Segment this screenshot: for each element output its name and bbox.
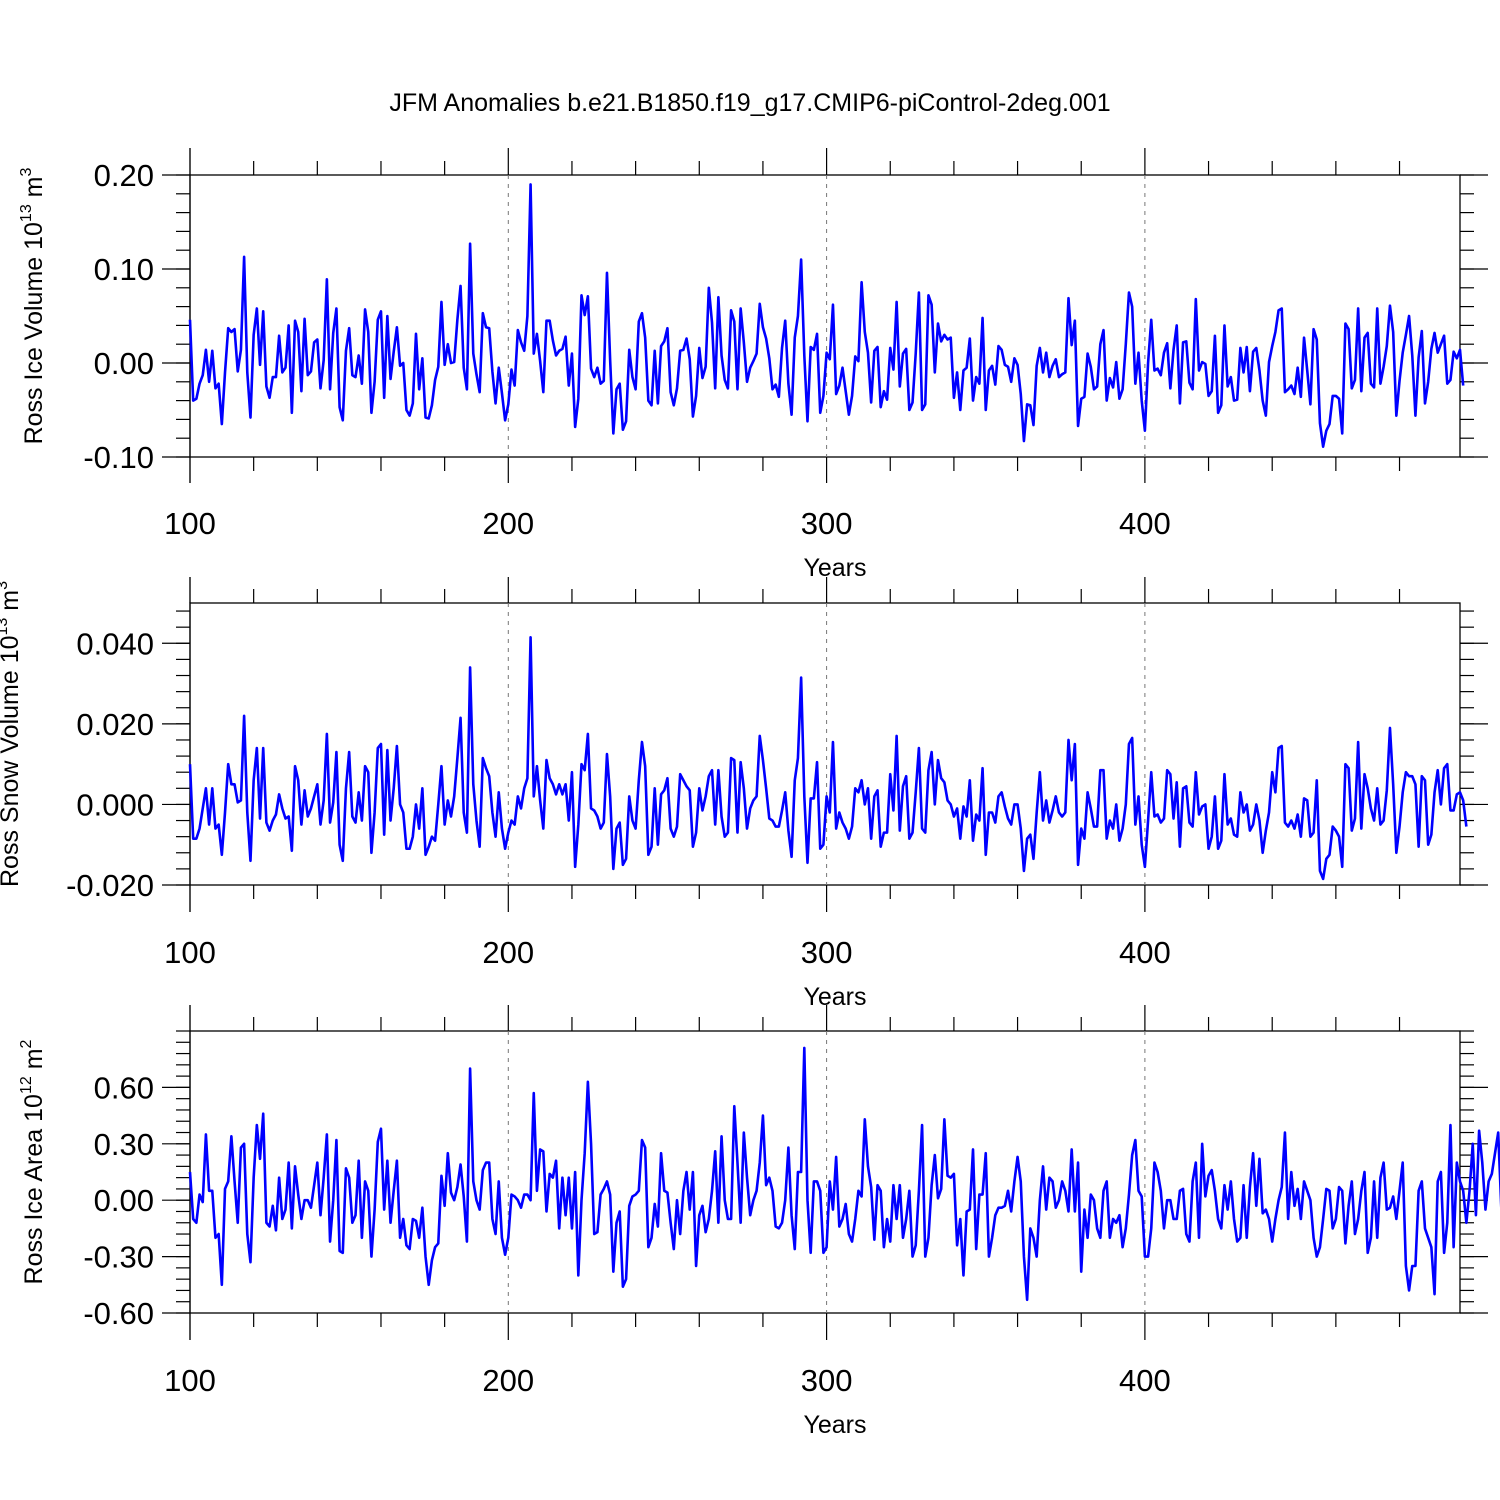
y-axis-title-main: Ross Snow Volume 10 xyxy=(0,635,24,887)
y-axis-title-exponent: 13 xyxy=(0,618,11,636)
plot-frame xyxy=(189,602,1461,886)
panel-1: 100 200 300 400 -0.10 0.00 0.10 0.20 Years Ross I… xyxy=(18,148,1488,582)
x-tick-label: 100 xyxy=(164,1363,216,1398)
y-axis-title-unit-exponent: 3 xyxy=(0,581,11,590)
y-axis-title: Ross Snow Volume 1013 m3 xyxy=(0,581,24,887)
y-axis-title: Ross Ice Area 1012 m2 xyxy=(18,1039,48,1284)
y-tick-label: 0.020 xyxy=(76,707,154,742)
series-line xyxy=(188,183,1465,448)
y-tick-label: 0.000 xyxy=(76,787,154,822)
y-tick-label: 0.00 xyxy=(94,1183,154,1218)
x-tick-label: 200 xyxy=(482,1363,534,1398)
x-tick-label: 200 xyxy=(482,506,534,541)
x-axis-title: Years xyxy=(803,554,866,582)
panels: 100 200 300 400 -0.10 0.00 0.10 0.20 Years Ross I… xyxy=(0,148,1500,1439)
y-tick-label: 0.00 xyxy=(94,346,154,381)
x-tick-label: 200 xyxy=(482,935,534,970)
y-axis-title-exponent: 12 xyxy=(18,1076,35,1094)
x-tick-label: 300 xyxy=(801,1363,853,1398)
y-axis-title: Ross Ice Volume 1013 m3 xyxy=(18,167,48,444)
y-tick-label: 0.60 xyxy=(94,1070,154,1105)
x-axis-title: Years xyxy=(803,1411,866,1439)
y-tick-label: -0.10 xyxy=(83,440,154,475)
x-tick-label: 400 xyxy=(1119,506,1171,541)
x-tick-label: 300 xyxy=(801,935,853,970)
x-tick-label: 100 xyxy=(164,506,216,541)
panel-3: 100 200 300 400 -0.60 -0.30 0.00 0.30 0.60 Years R… xyxy=(18,1005,1500,1439)
y-tick-label: 0.040 xyxy=(76,626,154,661)
y-axis-title-unit-exponent: 3 xyxy=(18,167,35,176)
y-axis-title-exponent: 13 xyxy=(18,204,35,222)
y-axis-title-unit: m xyxy=(20,1048,48,1076)
y-axis-title-unit: m xyxy=(0,590,24,618)
y-tick-label: -0.60 xyxy=(83,1296,154,1331)
y-tick-label: 0.30 xyxy=(94,1127,154,1162)
y-axis-title-unit-exponent: 2 xyxy=(18,1039,35,1048)
y-tick-label: 0.20 xyxy=(94,158,154,193)
y-axis-title-main: Ross Ice Volume 10 xyxy=(20,222,48,444)
panel-2: 100 200 300 400 -0.020 0.000 0.020 0.040 Years Ro… xyxy=(0,577,1488,1011)
figure-title: JFM Anomalies b.e21.B1850.f19_g17.CMIP6-… xyxy=(389,89,1110,117)
x-tick-label: 400 xyxy=(1119,935,1171,970)
series-line xyxy=(188,635,1468,881)
y-tick-label: -0.30 xyxy=(83,1240,154,1275)
y-tick-label: -0.020 xyxy=(66,868,154,903)
x-tick-label: 300 xyxy=(801,506,853,541)
y-axis-title-unit: m xyxy=(20,176,48,204)
x-tick-label: 100 xyxy=(164,935,216,970)
plot-frame xyxy=(189,174,1461,458)
series-line xyxy=(188,1046,1500,1302)
x-axis-title: Years xyxy=(803,983,866,1011)
y-axis-title-main: Ross Ice Area 10 xyxy=(20,1094,48,1284)
x-tick-label: 400 xyxy=(1119,1363,1171,1398)
y-tick-label: 0.10 xyxy=(94,252,154,287)
